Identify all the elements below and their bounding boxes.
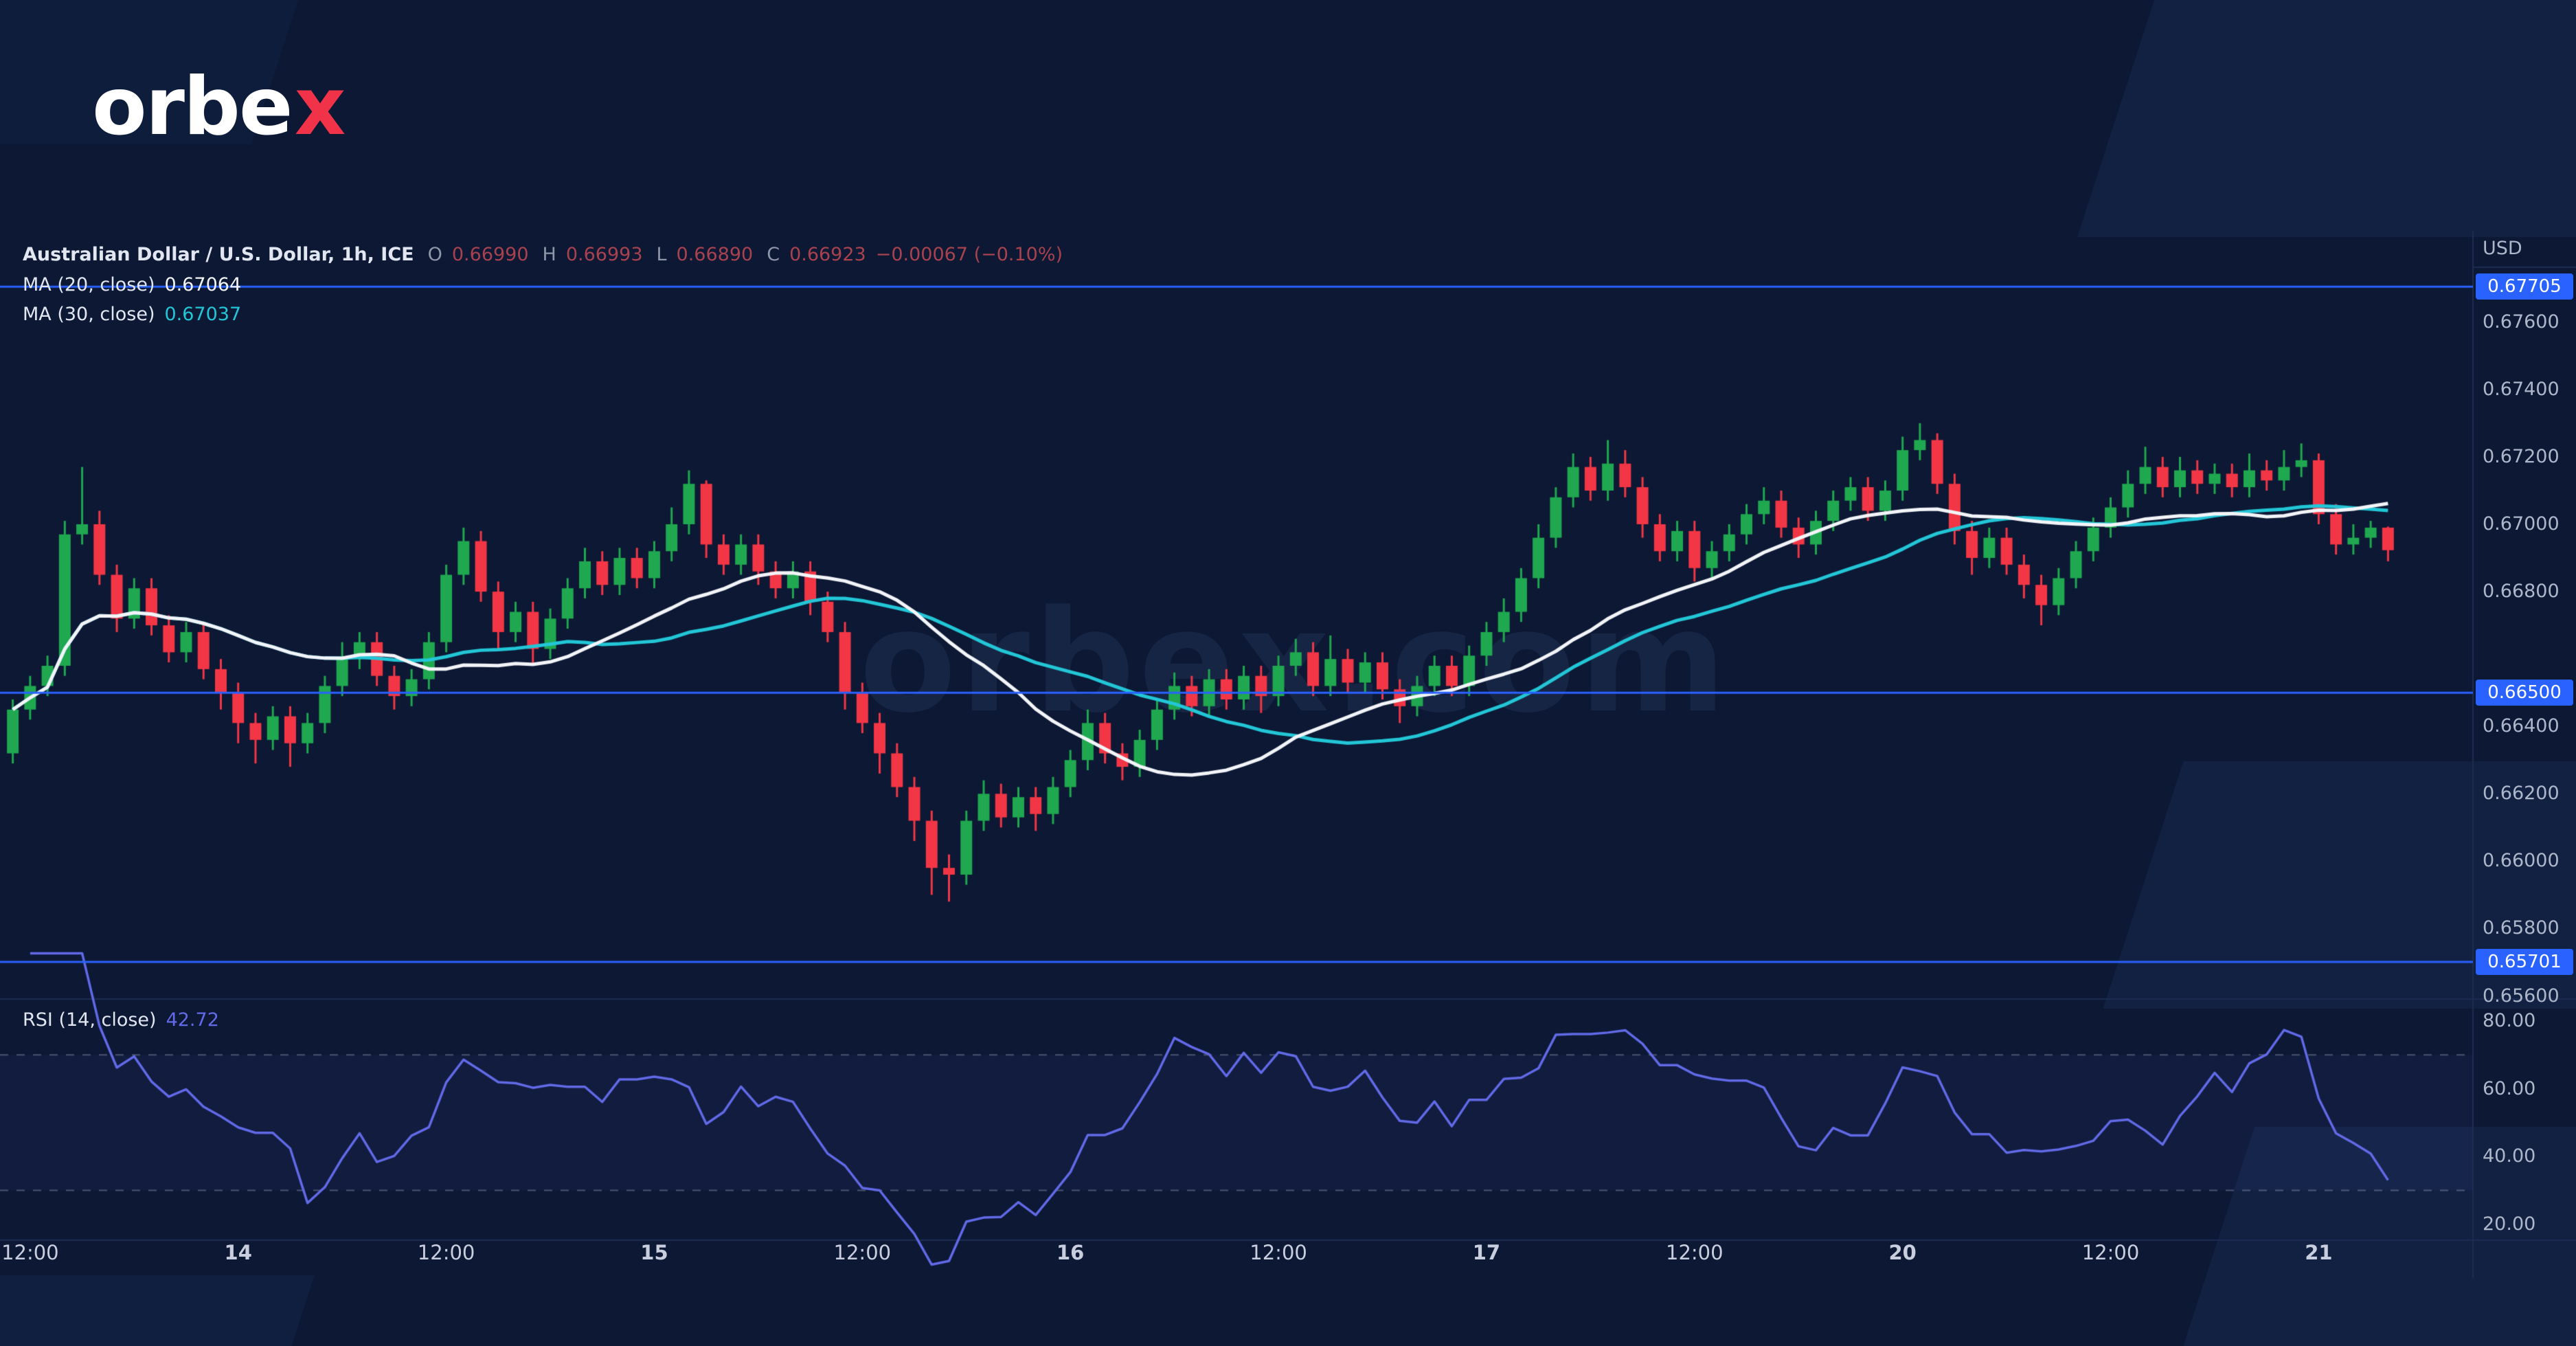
price-axis-currency: USD — [2483, 238, 2522, 259]
rsi-tick-label: 80.00 — [2483, 1010, 2536, 1031]
price-tick-label: 0.67400 — [2483, 378, 2560, 400]
price-tick-label: 0.67600 — [2483, 311, 2560, 333]
rsi-tick-label: 20.00 — [2483, 1213, 2536, 1235]
price-tick-label: 0.66400 — [2483, 715, 2560, 737]
time-tick-label: 16 — [1057, 1241, 1085, 1264]
time-tick-label: 14 — [224, 1241, 252, 1264]
orbex-logo: orbex — [92, 60, 346, 153]
rsi-tick-label: 40.00 — [2483, 1145, 2536, 1167]
symbol-title: Australian Dollar / U.S. Dollar, 1h, ICE — [23, 243, 414, 265]
high-value: 0.66993 — [565, 243, 643, 265]
level-price-badge: 0.66500 — [2476, 680, 2573, 706]
level-price-badge: 0.65701 — [2476, 948, 2573, 975]
open-label: O — [427, 243, 442, 265]
symbol-legend[interactable]: Australian Dollar / U.S. Dollar, 1h, ICE… — [23, 242, 1063, 267]
time-tick-label: 12:00 — [1666, 1241, 1724, 1264]
rsi-label: RSI (14, close) — [23, 1009, 157, 1031]
change-value: −0.00067 (−0.10%) — [875, 243, 1063, 265]
logo-x-icon: x — [294, 60, 346, 153]
ma30-legend[interactable]: MA (30, close) 0.67037 — [23, 302, 241, 326]
ma20-value: 0.67064 — [164, 273, 242, 295]
ma30-label: MA (30, close) — [23, 303, 155, 325]
time-tick-label: 12:00 — [2081, 1241, 2140, 1264]
ma20-label: MA (20, close) — [23, 273, 155, 295]
price-tick-label: 0.66800 — [2483, 581, 2560, 603]
time-tick-label: 17 — [1472, 1241, 1501, 1264]
price-tick-label: 0.67200 — [2483, 445, 2560, 467]
price-tick-label: 0.66000 — [2483, 850, 2560, 872]
time-tick-label: 12:00 — [1, 1241, 59, 1264]
rsi-tick-label: 60.00 — [2483, 1077, 2536, 1099]
close-label: C — [767, 243, 780, 265]
price-tick-label: 0.67000 — [2483, 513, 2560, 535]
open-value: 0.66990 — [451, 243, 529, 265]
ma20-legend[interactable]: MA (20, close) 0.67064 — [23, 272, 241, 297]
rsi-value: 42.72 — [166, 1009, 219, 1031]
time-tick-label: 15 — [640, 1241, 668, 1264]
time-tick-label: 12:00 — [417, 1241, 475, 1264]
price-tick-label: 0.65800 — [2483, 917, 2560, 939]
price-tick-label: 0.66200 — [2483, 783, 2560, 805]
rsi-legend[interactable]: RSI (14, close) 42.72 — [23, 1007, 219, 1032]
low-value: 0.66890 — [676, 243, 754, 265]
ma30-value: 0.67037 — [164, 303, 242, 325]
low-label: L — [656, 243, 667, 265]
time-tick-label: 20 — [1888, 1241, 1917, 1264]
price-tick-label: 0.65600 — [2483, 985, 2560, 1007]
time-tick-label: 12:00 — [1250, 1241, 1307, 1264]
time-tick-label: 12:00 — [833, 1241, 892, 1264]
level-price-badge: 0.67705 — [2476, 273, 2573, 300]
time-tick-label: 21 — [2305, 1241, 2333, 1264]
close-value: 0.66923 — [789, 243, 866, 265]
high-label: H — [542, 243, 556, 265]
logo-text: orbe — [92, 60, 293, 153]
